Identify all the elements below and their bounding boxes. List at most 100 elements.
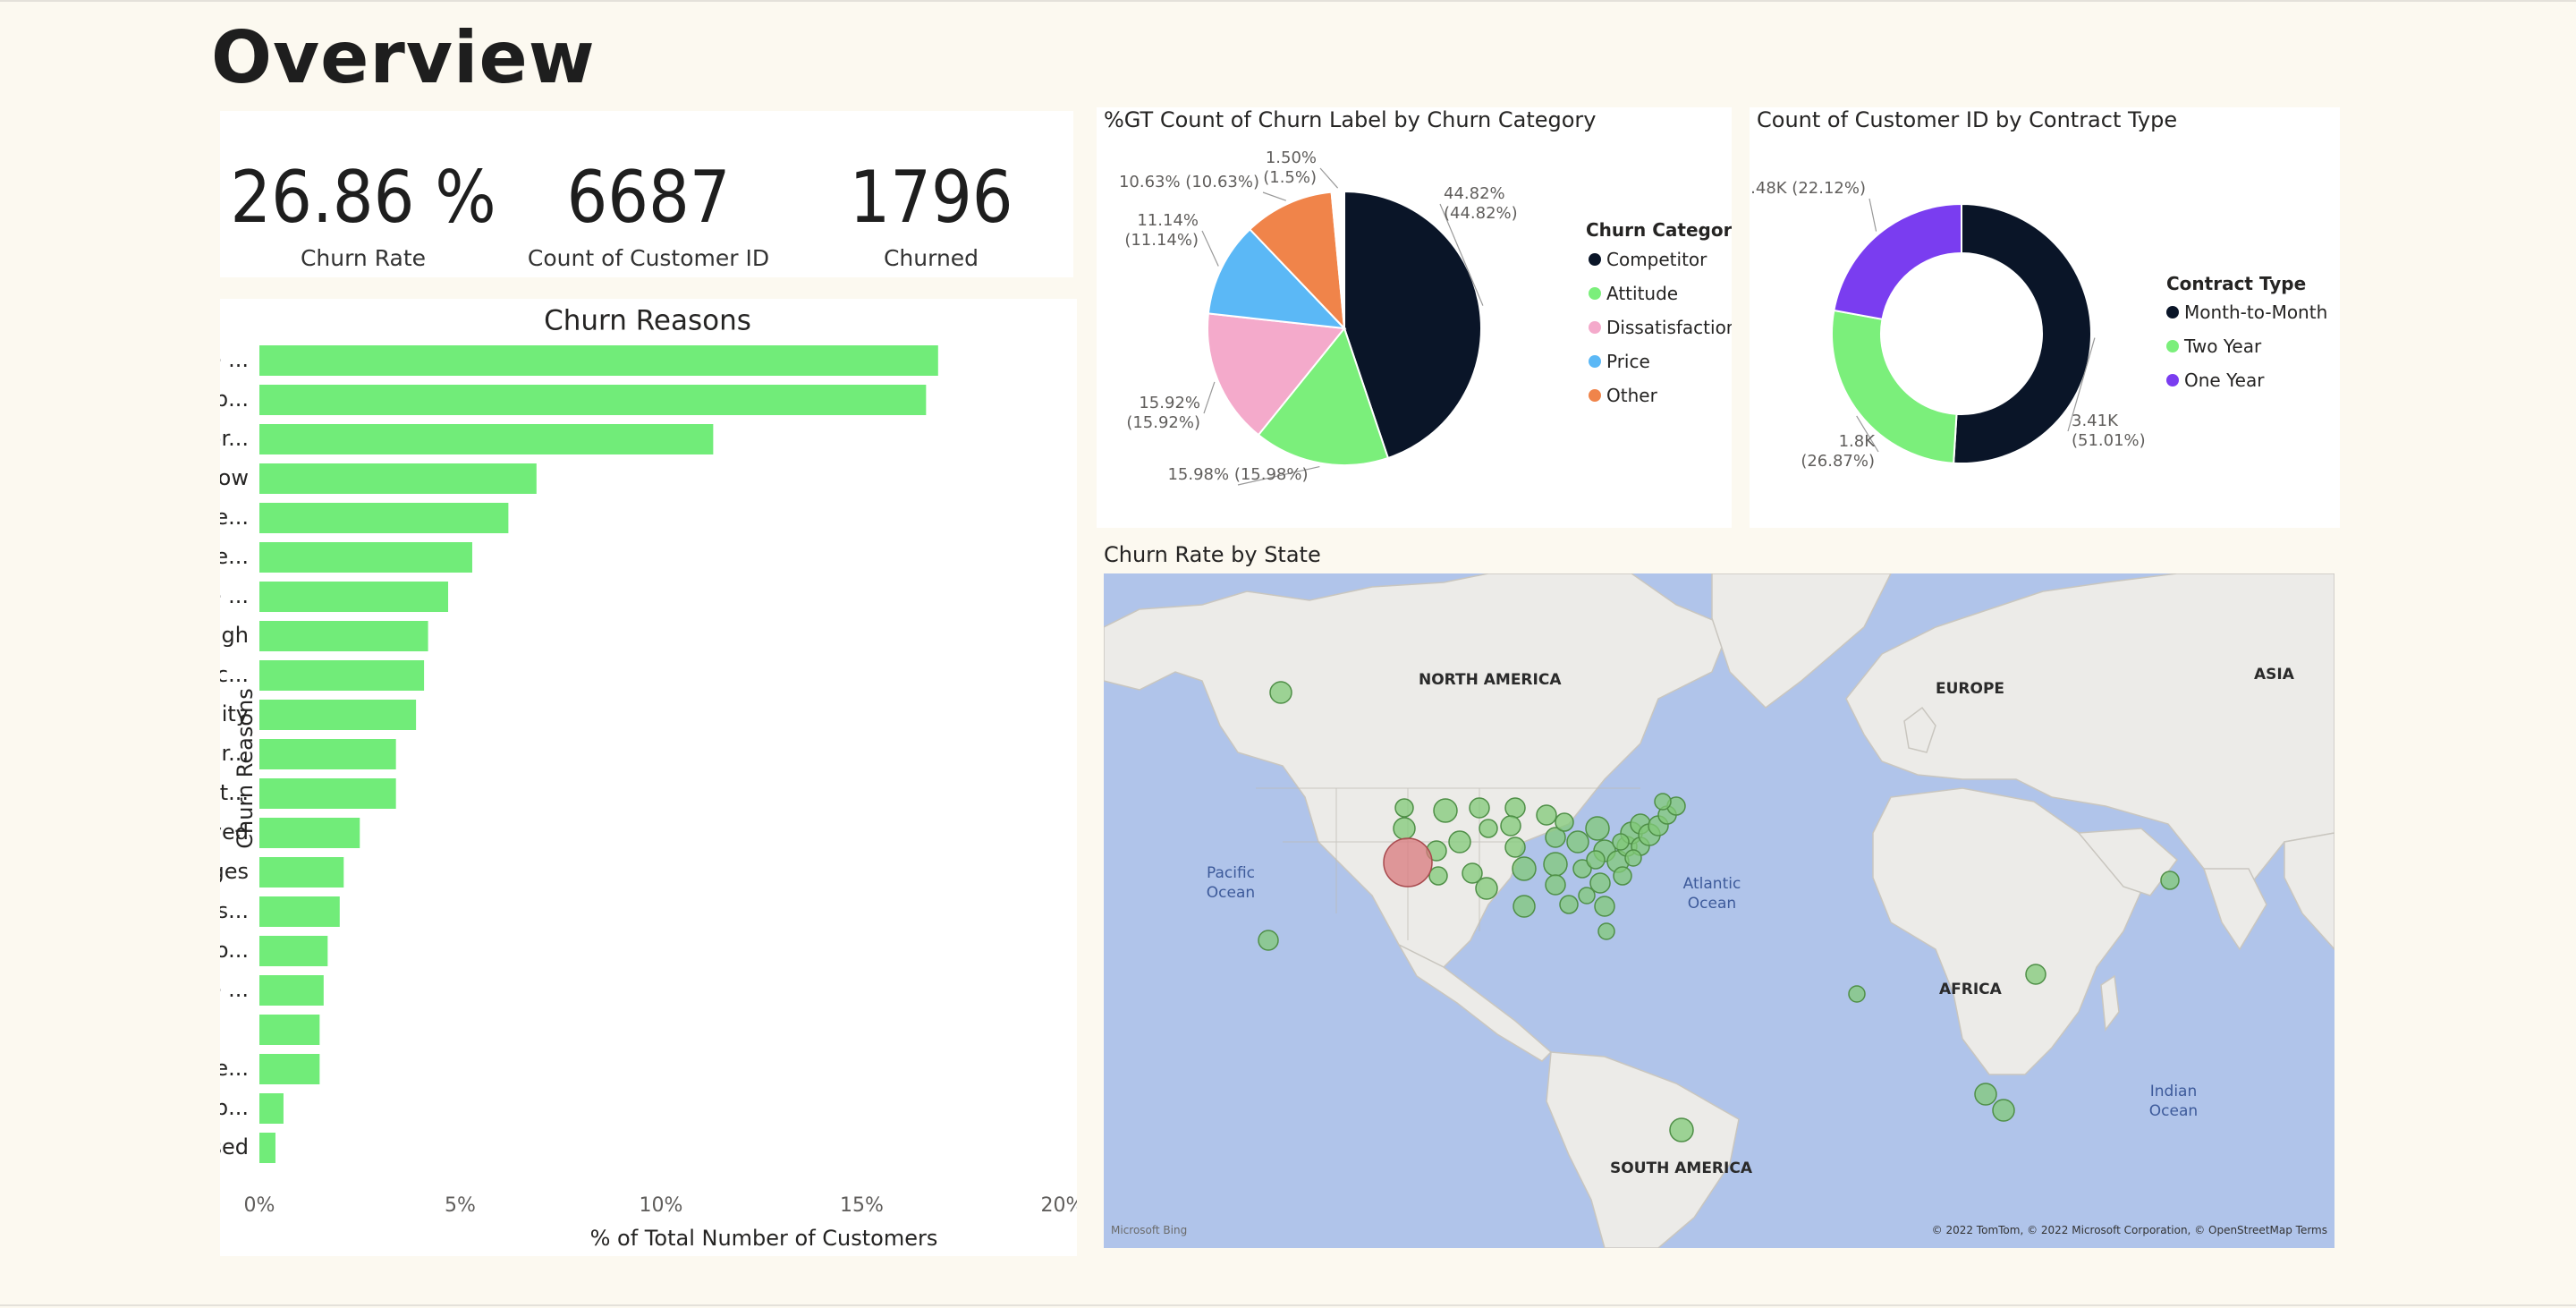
bar-category-label: Competitor made ... [220, 347, 249, 372]
pie-chart-title: %GT Count of Churn Label by Churn Catego… [1104, 107, 1597, 132]
bubble-west-africa [1848, 985, 1866, 1003]
donut-leader [1868, 198, 1877, 232]
churn-category-pie-chart[interactable]: 44.82% (44.82%) 15.98% (15.98%) 15.92% (15.9… [1097, 107, 1732, 528]
bar-9[interactable] [259, 700, 417, 730]
bubble-ar [1545, 874, 1566, 896]
bubble-il [1566, 830, 1589, 854]
bar-12[interactable] [259, 818, 360, 848]
bar-0[interactable] [259, 345, 938, 376]
pie-slice-1[interactable] [1257, 326, 1390, 466]
bubble-id [1433, 798, 1458, 823]
greenland-landmass [1711, 573, 1892, 709]
pie-slice-4[interactable] [1248, 191, 1346, 331]
churn-map[interactable]: NORTH AMERICA EUROPE ASIA AFRICA SOUTH A… [1104, 573, 2334, 1248]
donut-leader [1856, 415, 1879, 453]
bubble-brazil [1669, 1117, 1694, 1142]
pie-data-label: 10.63% (10.63%) [1119, 173, 1259, 191]
bar-17[interactable] [259, 1015, 320, 1045]
bubble-california [1383, 837, 1433, 888]
pie-legend-item[interactable]: Dissatisfaction [1606, 317, 1732, 338]
bubble-fl2 [1597, 922, 1615, 940]
bar-8[interactable] [259, 660, 425, 691]
bar-chart-title: Churn Reasons [544, 305, 751, 337]
bubble-tx [1513, 895, 1536, 918]
donut-data-label: 3.41K (51.01%) [2072, 412, 2146, 450]
pie-slice-5[interactable] [1330, 190, 1345, 329]
bubble-south-africa-1 [1974, 1083, 1997, 1106]
bar-category-label: Poor expertise of p... [220, 1095, 249, 1120]
donut-data-label: 1.48K (22.12%) [1750, 179, 1866, 198]
donut-legend-item[interactable]: Month-to-Month [2184, 302, 2327, 323]
bar-15[interactable] [259, 936, 328, 966]
bar-20[interactable] [259, 1133, 275, 1163]
bubble-mo [1543, 852, 1568, 877]
pie-slice-2[interactable] [1207, 312, 1346, 437]
donut-slice-2[interactable] [1833, 202, 1962, 320]
bar-category-label: Product dissatisfac... [220, 662, 249, 687]
bar-x-tick: 0% [244, 1194, 275, 1217]
bar-category-label: Attitude of service ... [220, 583, 249, 608]
bar-7[interactable] [259, 621, 428, 651]
pie-slice-0[interactable] [1343, 190, 1482, 460]
donut-slice-0[interactable] [1953, 202, 2092, 464]
bottom-border [0, 1304, 2576, 1306]
contract-type-donut-chart[interactable]: 3.41K (51.01%)1.8K (26.87%)1.48K (22.12%) … [1750, 107, 2340, 528]
map-label-europe: EUROPE [1936, 680, 2004, 698]
pie-legend-item[interactable]: Attitude [1606, 283, 1678, 304]
madagascar-landmass [2100, 974, 2120, 1032]
churn-reasons-card[interactable]: Churn Reasons Churn Reasons % of Total N… [220, 299, 1077, 1256]
bar-1[interactable] [259, 385, 927, 415]
bubble-nm [1475, 877, 1498, 900]
bar-2[interactable] [259, 424, 714, 454]
pie-leader [1203, 381, 1216, 414]
bar-category-label: Service dissatisfact... [220, 780, 249, 805]
churn-category-card[interactable]: %GT Count of Churn Label by Churn Catego… [1097, 107, 1732, 528]
bar-4[interactable] [259, 503, 509, 533]
map-label-africa: AFRICA [1939, 981, 2003, 998]
bar-16[interactable] [259, 975, 324, 1006]
bubble-ne [1500, 815, 1521, 837]
bar-14[interactable] [259, 896, 340, 927]
bar-category-label: Deceased [220, 1134, 249, 1159]
pie-legend-marker [1589, 253, 1601, 266]
britain-landmass [1903, 706, 1936, 753]
donut-legend-item[interactable]: One Year [2184, 369, 2265, 391]
bar-13[interactable] [259, 857, 344, 888]
pie-legend-marker [1589, 287, 1601, 300]
bar-6[interactable] [259, 582, 449, 612]
bubble-ut [1462, 862, 1483, 884]
pie-legend-item[interactable]: Other [1606, 385, 1658, 406]
bar-18[interactable] [259, 1054, 320, 1084]
map-logo: Microsoft Bing [1111, 1224, 1187, 1236]
bar-x-tick: 20% [1041, 1194, 1077, 1217]
churn-reasons-chart[interactable]: Churn Reasons Churn Reasons % of Total N… [220, 299, 1077, 1256]
bar-19[interactable] [259, 1093, 284, 1124]
bar-x-axis-title: % of Total Number of Customers [590, 1226, 938, 1251]
pie-slice-3[interactable] [1207, 227, 1347, 330]
donut-slice-1[interactable] [1831, 309, 1958, 464]
bar-5[interactable] [259, 542, 472, 573]
south-america-landmass [1546, 1051, 1740, 1248]
bubble-east-africa [2025, 964, 2046, 985]
pie-legend-marker [1589, 321, 1601, 334]
pie-leader [1439, 203, 1484, 306]
india-landmass [2202, 868, 2267, 951]
donut-leader [2067, 337, 2096, 432]
customer-count-value: 6687 [566, 156, 731, 239]
pie-legend-item[interactable]: Price [1606, 351, 1650, 372]
bar-11[interactable] [259, 778, 396, 809]
kpi-card[interactable]: 26.86 % Churn Rate 6687 Count of Custome… [220, 111, 1073, 277]
bubble-al [1578, 887, 1596, 905]
bar-category-label: Price too high [220, 623, 249, 648]
bar-3[interactable] [259, 463, 537, 494]
map-ocean-indian: Indian Ocean [2149, 1083, 2198, 1120]
bar-x-tick: 10% [640, 1194, 683, 1217]
pie-legend-item[interactable]: Competitor [1606, 249, 1707, 270]
donut-legend-item[interactable]: Two Year [2183, 335, 2262, 357]
contract-type-card[interactable]: Count of Customer ID by Contract Type 3.… [1750, 107, 2340, 528]
bar-category-label: Don't know [220, 465, 249, 490]
bubble-wy [1448, 830, 1471, 854]
bar-category-label: Long distance char... [220, 741, 249, 766]
bar-10[interactable] [259, 739, 396, 769]
bar-category-label: Limited range of s... [220, 898, 249, 923]
